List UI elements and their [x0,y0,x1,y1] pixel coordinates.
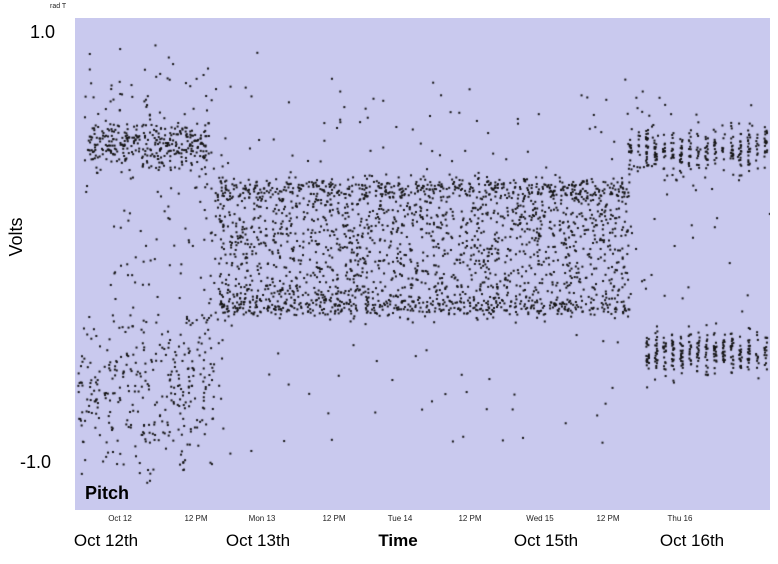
x-tick-label: 12 PM [596,514,620,523]
scatter-canvas [75,18,770,510]
plot-area: Pitch [75,18,770,510]
x-date-label: Oct 13th [225,531,291,550]
x-tick-label: 12 PM [458,514,482,523]
y-tick-min: -1.0 [20,452,52,472]
x-tick-label: Mon 13 [248,514,276,523]
x-tick-label: Oct 12 [108,514,132,523]
y-tick-max: 1.0 [30,22,56,42]
series-label: Pitch [85,483,130,503]
x-tick-label: Tue 14 [387,514,413,523]
x-tick-label: Wed 15 [526,514,554,523]
x-date-label: Oct 16th [659,531,725,550]
x-tick-label: 12 PM [184,514,208,523]
x-tick-label: 12 PM [322,514,346,523]
x-date-label: Oct 12th [73,531,139,550]
x-axis-label: Time [378,531,418,550]
x-tick-label: Thu 16 [667,514,693,523]
corner-note: rad T [50,3,67,10]
y-axis-label: Volts [6,217,26,257]
x-date-label: Oct 15th [513,531,579,550]
